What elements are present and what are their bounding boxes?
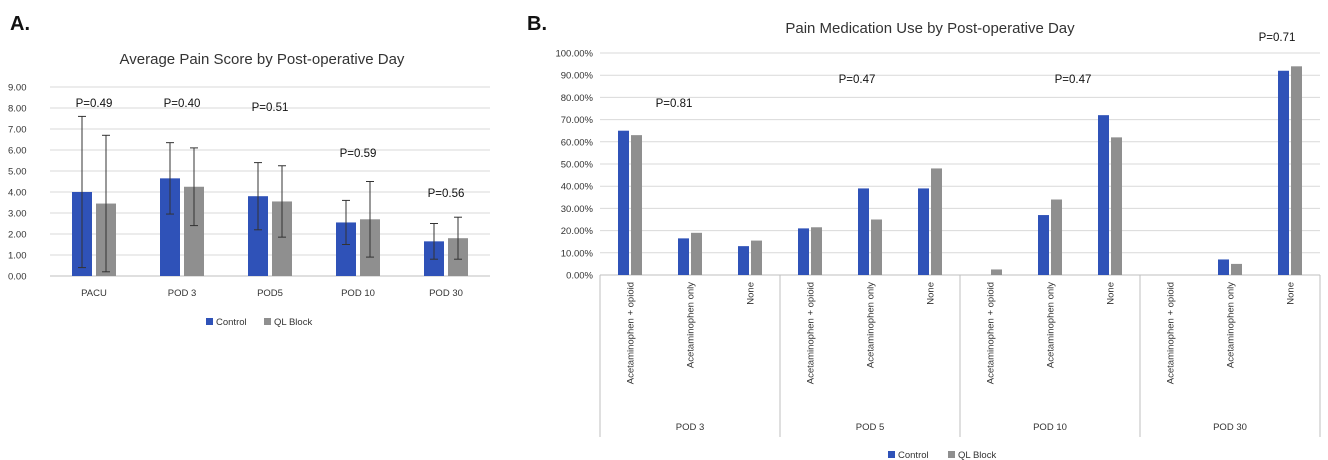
bar-b-ql-block <box>691 232 702 275</box>
x-tick-label-a: POD5 <box>257 288 283 299</box>
panel-label-b: B. <box>527 13 547 35</box>
p-value-b: P=0.71 <box>1259 32 1296 44</box>
bar-a-control <box>160 178 180 276</box>
y-tick-label-b: 0.00% <box>566 271 593 282</box>
p-value-a: P=0.56 <box>428 188 465 200</box>
y-tick-label-b: 50.00% <box>561 160 594 171</box>
bar-b-ql-block <box>1051 199 1062 275</box>
x-tick-label-b: Acetaminophen + opioid <box>1166 282 1177 384</box>
y-tick-label-b: 20.00% <box>561 226 594 237</box>
group-label-b: POD 3 <box>676 422 705 433</box>
x-tick-label-b: None <box>746 282 757 305</box>
chart-b-medication-use: B. Pain Medication Use by Post-operative … <box>527 13 1321 460</box>
bar-a-ql-block <box>272 201 292 276</box>
y-tick-label-a: 4.00 <box>8 188 27 199</box>
bar-b-control <box>1278 70 1289 275</box>
bar-b-ql-block <box>1111 137 1122 275</box>
y-tick-label-b: 70.00% <box>561 115 594 126</box>
y-tick-label-b: 60.00% <box>561 137 594 148</box>
x-tick-label-b: None <box>1286 282 1297 305</box>
chart-title-b: Pain Medication Use by Post-operative Da… <box>785 20 1075 37</box>
bar-a-control <box>248 196 268 276</box>
group-label-b: POD 10 <box>1033 422 1067 433</box>
y-tick-label-b: 100.00% <box>555 49 593 60</box>
legend-label-b: QL Block <box>958 450 996 460</box>
y-tick-label-b: 90.00% <box>561 71 594 82</box>
y-tick-label-b: 80.00% <box>561 93 594 104</box>
bar-b-control <box>678 238 689 275</box>
x-tick-label-b: Acetaminophen only <box>686 282 697 368</box>
p-value-b: P=0.47 <box>1055 74 1092 86</box>
legend-label-a: QL Block <box>274 317 312 328</box>
bar-b-ql-block <box>991 269 1002 275</box>
p-value-a: P=0.40 <box>164 98 201 110</box>
x-tick-label-a: PACU <box>81 288 107 299</box>
p-value-b: P=0.81 <box>656 98 693 110</box>
x-tick-label-a: POD 3 <box>168 288 197 299</box>
bar-b-ql-block <box>751 240 762 275</box>
legend-swatch-b-control <box>888 451 895 458</box>
y-tick-label-a: 1.00 <box>8 251 27 262</box>
y-tick-label-a: 0.00 <box>8 272 27 283</box>
bar-b-control <box>918 188 929 275</box>
bar-b-control <box>738 246 749 275</box>
y-tick-label-b: 40.00% <box>561 182 594 193</box>
x-tick-label-b: None <box>926 282 937 305</box>
p-value-b: P=0.47 <box>839 74 876 86</box>
legend-label-b: Control <box>898 450 929 460</box>
y-tick-label-a: 2.00 <box>8 230 27 241</box>
x-tick-label-b: Acetaminophen only <box>1226 282 1237 368</box>
x-tick-label-a: POD 10 <box>341 288 375 299</box>
legend-swatch-b-ql-block <box>948 451 955 458</box>
bar-a-control <box>336 222 356 276</box>
bar-b-ql-block <box>1231 263 1242 275</box>
group-label-b: POD 5 <box>856 422 885 433</box>
bar-b-ql-block <box>931 168 942 275</box>
y-tick-label-a: 9.00 <box>8 83 27 94</box>
x-tick-label-a: POD 30 <box>429 288 463 299</box>
legend-swatch-a-ql-block <box>264 318 271 325</box>
bar-b-control <box>1038 215 1049 275</box>
legend-label-a: Control <box>216 317 247 328</box>
p-value-a: P=0.51 <box>252 102 289 114</box>
x-tick-label-b: Acetaminophen + opioid <box>626 282 637 384</box>
chart-a-pain-score: A. Average Pain Score by Post-operative D… <box>8 13 490 328</box>
y-tick-label-a: 7.00 <box>8 125 27 136</box>
bar-b-ql-block <box>811 227 822 275</box>
bar-a-ql-block <box>184 186 204 276</box>
p-value-a: P=0.49 <box>76 98 113 110</box>
y-tick-label-a: 8.00 <box>8 104 27 115</box>
bar-b-control <box>858 188 869 275</box>
x-tick-label-b: Acetaminophen only <box>866 282 877 368</box>
bar-b-control <box>798 228 809 275</box>
p-value-a: P=0.59 <box>340 148 377 160</box>
bar-b-control <box>1098 115 1109 275</box>
legend-swatch-a-control <box>206 318 213 325</box>
bar-b-ql-block <box>871 219 882 275</box>
y-tick-label-b: 30.00% <box>561 204 594 215</box>
group-label-b: POD 30 <box>1213 422 1247 433</box>
x-tick-label-b: Acetaminophen + opioid <box>986 282 997 384</box>
bar-b-ql-block <box>631 135 642 275</box>
y-tick-label-b: 10.00% <box>561 248 594 259</box>
chart-title-a: Average Pain Score by Post-operative Day <box>120 51 405 68</box>
y-tick-label-a: 3.00 <box>8 209 27 220</box>
x-tick-label-b: None <box>1106 282 1117 305</box>
x-tick-label-b: Acetaminophen only <box>1046 282 1057 368</box>
panel-label-a: A. <box>10 13 30 35</box>
bar-b-control <box>1218 259 1229 275</box>
bar-b-control <box>618 130 629 275</box>
x-tick-label-b: Acetaminophen + opioid <box>806 282 817 384</box>
bar-b-ql-block <box>1291 66 1302 275</box>
y-tick-label-a: 6.00 <box>8 146 27 157</box>
y-tick-label-a: 5.00 <box>8 167 27 178</box>
